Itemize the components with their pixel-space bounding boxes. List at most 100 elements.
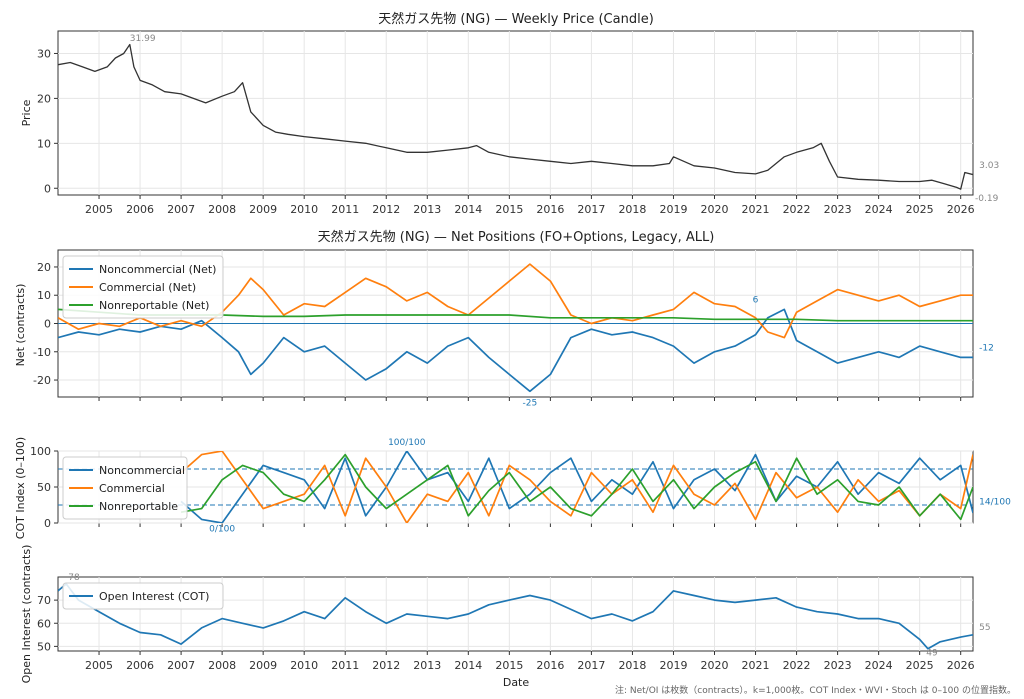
x-tick-label: 2007 <box>167 203 195 216</box>
x-tick-label: 2020 <box>701 659 729 672</box>
x-tick-label: 2006 <box>126 659 154 672</box>
annotation-label: 31.99 <box>130 34 156 44</box>
y-tick-label: 50 <box>37 481 51 494</box>
y-tick-label: 100 <box>30 445 51 458</box>
open-interest-panel: Open Interest (contracts) Date 2005 2006 2… <box>20 545 991 689</box>
x-tick-label: 2010 <box>290 203 318 216</box>
x-tick-label: 2019 <box>659 659 687 672</box>
annotation-label: -12 <box>979 343 994 353</box>
x-tick-label: 2021 <box>742 659 770 672</box>
x-tick-label: 2013 <box>413 203 441 216</box>
x-tick-label: 2014 <box>454 203 482 216</box>
x-tick-label: 2012 <box>372 203 400 216</box>
legend-label: Commercial <box>99 482 165 495</box>
y-tick-label: 0 <box>44 182 51 195</box>
x-tick-label: 2026 <box>947 659 975 672</box>
series-line-noncommercial-net- <box>58 308 973 393</box>
x-tick-label: 2022 <box>783 203 811 216</box>
annotation-label: 6 <box>753 295 759 305</box>
y-tick-label: -10 <box>33 346 51 359</box>
x-tick-label: 2024 <box>865 659 893 672</box>
x-tick-label: 2020 <box>701 203 729 216</box>
annotation-label: -25 <box>523 398 538 408</box>
legend-label: Commercial (Net) <box>99 281 196 294</box>
x-tick-label: 2022 <box>783 659 811 672</box>
x-tick-label: 2024 <box>865 203 893 216</box>
x-tick-label: 2017 <box>577 659 605 672</box>
x-tick-label: 2016 <box>536 659 564 672</box>
y-tick-label: 50 <box>37 640 51 653</box>
legend-label: Open Interest (COT) <box>99 590 209 603</box>
x-tick-label: 2007 <box>167 659 195 672</box>
plot-frame-0 <box>57 30 974 196</box>
series-line-nonreportable <box>180 453 973 521</box>
annotation-label: 100/100 <box>388 438 426 448</box>
x-tick-label: 2006 <box>126 203 154 216</box>
annotation-label: 3.03 <box>979 161 999 171</box>
x-tick-label: 2013 <box>413 659 441 672</box>
y-tick-label: 10 <box>37 137 51 150</box>
oi-y-axis-label: Open Interest (contracts) <box>20 545 33 684</box>
x-tick-label: 2005 <box>85 659 113 672</box>
x-tick-label: 2021 <box>742 203 770 216</box>
x-tick-label: 2012 <box>372 659 400 672</box>
price-chart-title: 天然ガス先物 (NG) — Weekly Price (Candle) <box>378 11 654 27</box>
y-tick-label: 20 <box>37 92 51 105</box>
x-tick-label: 2010 <box>290 659 318 672</box>
x-tick-label: 2017 <box>577 203 605 216</box>
x-tick-label: 2009 <box>249 203 277 216</box>
annotation-label: 14/100 <box>979 497 1011 507</box>
x-tick-label: 2019 <box>659 203 687 216</box>
x-tick-label: 2011 <box>331 659 359 672</box>
series-line-noncommercial <box>180 451 973 523</box>
x-tick-label: 2009 <box>249 659 277 672</box>
x-tick-label: 2015 <box>495 203 523 216</box>
x-tick-label: 2011 <box>331 203 359 216</box>
x-tick-label: 2023 <box>824 203 852 216</box>
legend-label: Noncommercial <box>99 464 185 477</box>
annotation-label: 55 <box>979 623 990 633</box>
x-tick-label: 2016 <box>536 203 564 216</box>
annotation-label: -0.19 <box>975 194 999 204</box>
legend-box <box>62 456 188 520</box>
legend-label: Noncommercial (Net) <box>99 263 216 276</box>
x-tick-label: 2018 <box>618 203 646 216</box>
y-tick-label: 0 <box>44 517 51 530</box>
x-tick-label: 2008 <box>208 203 236 216</box>
x-tick-label: 2008 <box>208 659 236 672</box>
price-panel: 天然ガス先物 (NG) — Weekly Price (Candle) Pric… <box>20 11 999 216</box>
series-line-open-interest-cot- <box>58 583 973 650</box>
net-chart-title: 天然ガス先物 (NG) — Net Positions (FO+Options,… <box>318 229 715 245</box>
y-tick-label: 30 <box>37 47 51 60</box>
y-tick-label: 10 <box>37 289 51 302</box>
cot-index-panel: COT Index (0–100) 0 50 100 Noncommercial Com… <box>14 437 1011 539</box>
x-tick-label: 2026 <box>947 203 975 216</box>
annotation-label: 49 <box>926 649 938 659</box>
y-tick-label: 20 <box>37 261 51 274</box>
legend-label: Nonreportable <box>99 500 178 513</box>
y-tick-label: 70 <box>37 594 51 607</box>
series-line-price <box>58 43 973 190</box>
x-tick-label: 2025 <box>906 659 934 672</box>
legend-box <box>62 255 224 319</box>
annotation-label: 0/100 <box>209 525 235 535</box>
legend-label: Nonreportable (Net) <box>99 299 209 312</box>
y-tick-label: -20 <box>33 374 51 387</box>
x-tick-label: 2005 <box>85 203 113 216</box>
x-tick-label: 2014 <box>454 659 482 672</box>
plot-frame-3 <box>57 576 974 652</box>
cot-y-axis-label: COT Index (0–100) <box>14 437 27 539</box>
annotation-label: 78 <box>68 573 80 583</box>
x-tick-label: 2018 <box>618 659 646 672</box>
x-tick-label: 2025 <box>906 203 934 216</box>
x-tick-label: 2015 <box>495 659 523 672</box>
net-y-axis-label: Net (contracts) <box>14 284 27 367</box>
x-tick-label: 2023 <box>824 659 852 672</box>
net-positions-panel: 天然ガス先物 (NG) — Net Positions (FO+Options,… <box>14 229 994 408</box>
series-line-commercial <box>180 451 973 523</box>
price-y-axis-label: Price <box>20 99 33 126</box>
y-tick-label: 60 <box>37 617 51 630</box>
legend-box <box>62 582 224 610</box>
footnote: 注: Net/OI は枚数（contracts）。k=1,000枚。COT In… <box>615 684 1016 696</box>
